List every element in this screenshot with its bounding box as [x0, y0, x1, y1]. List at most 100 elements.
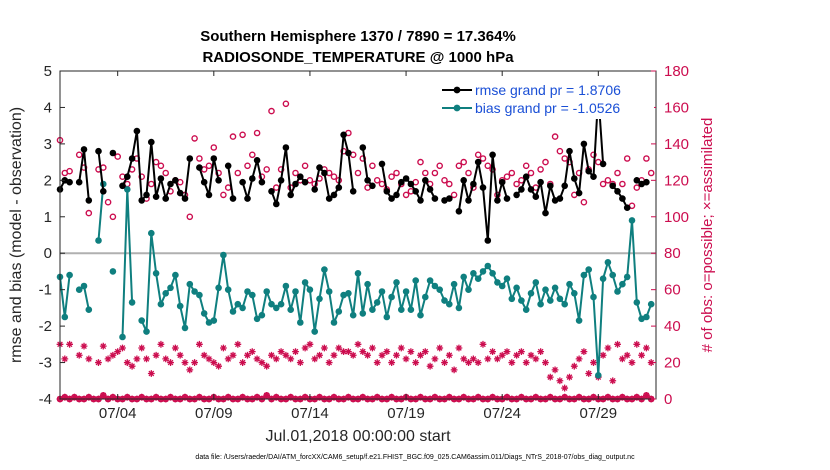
rmse-point	[547, 182, 554, 190]
bias-point	[258, 311, 266, 319]
bias-point	[124, 186, 131, 193]
y-right-tick-label: 160	[664, 99, 689, 116]
obs-possible-marker	[234, 169, 242, 177]
obs-assimilated-marker	[277, 348, 285, 356]
rmse-point	[273, 200, 280, 208]
obs-possible-marker	[104, 198, 112, 206]
obs-possible-marker	[441, 176, 448, 184]
bias-point	[393, 279, 400, 286]
obs-possible-marker	[455, 162, 463, 170]
obs-assimilated-zero-marker	[618, 393, 626, 401]
x-tick-label: 07/24	[483, 405, 521, 422]
y-tick-label: 5	[44, 63, 52, 80]
bias-point	[61, 313, 69, 321]
bias-point	[470, 270, 477, 277]
bias-point	[191, 288, 198, 295]
obs-assimilated-marker	[474, 359, 482, 366]
bias-point	[263, 288, 271, 295]
obs-assimilated-marker	[210, 359, 218, 366]
rmse-point	[571, 175, 578, 182]
bias-point	[316, 295, 323, 303]
obs-assimilated-marker	[484, 355, 492, 363]
obs-assimilated-marker	[109, 351, 117, 359]
obs-assimilated-zero-marker	[330, 393, 338, 401]
rmse-point	[585, 167, 592, 175]
rmse-point	[244, 195, 251, 202]
rmse-point	[407, 180, 415, 188]
obs-assimilated-zero-marker	[138, 393, 146, 401]
bias-point	[484, 262, 492, 270]
rmse-point	[349, 188, 357, 195]
obs-assimilated-marker	[248, 348, 256, 356]
obs-possible-marker	[436, 162, 444, 170]
y-axis-right: 0 20 40 60 80 100 120 140 160 180	[651, 63, 689, 408]
obs-assimilated-marker	[402, 355, 410, 363]
obs-possible-marker	[393, 169, 400, 177]
obs-assimilated-zero-marker	[518, 393, 525, 401]
obs-assimilated-marker	[128, 362, 136, 370]
legend-marker-bias	[453, 104, 461, 112]
obs-assimilated-zero-marker	[109, 393, 117, 401]
obs-assimilated-marker	[623, 351, 631, 359]
bias-point	[431, 282, 439, 290]
obs-possible-marker	[527, 169, 535, 177]
obs-assimilated-marker	[215, 362, 223, 370]
bias-point	[402, 288, 410, 295]
obs-assimilated-zero-marker	[61, 393, 69, 401]
legend-marker-rmse	[453, 86, 461, 94]
obs-possible-marker	[191, 135, 198, 142]
bias-point	[441, 297, 448, 304]
obs-possible-marker	[513, 180, 520, 188]
obs-assimilated-marker	[618, 355, 626, 363]
rmse-point	[196, 164, 203, 171]
obs-assimilated-zero-marker	[532, 393, 540, 401]
y-tick-label: -4	[39, 391, 52, 408]
rmse-point	[133, 127, 141, 135]
bias-point	[311, 328, 319, 335]
bias-point	[426, 277, 434, 284]
bias-point	[388, 293, 395, 301]
obs-assimilated-zero-marker	[85, 393, 93, 401]
bias-point	[417, 311, 424, 319]
obs-assimilated-marker	[479, 340, 487, 348]
bias-point	[551, 284, 559, 292]
bias-point	[119, 333, 126, 341]
rmse-point	[431, 195, 439, 202]
bias-point	[561, 300, 568, 308]
y-right-tick-label: 100	[664, 209, 689, 226]
x-axis-label: Jul.01,2018 00:00:00 start	[265, 428, 451, 445]
obs-assimilated-marker	[628, 359, 636, 366]
obs-assimilated-marker	[436, 344, 444, 352]
bias-point	[301, 279, 309, 286]
bias-point	[503, 275, 511, 283]
obs-assimilated-zero-marker	[71, 393, 78, 401]
x-tick-label: 07/29	[580, 405, 618, 422]
legend-label-bias: bias grand pr = -1.0526	[475, 100, 620, 116]
obs-assimilated-zero-marker	[224, 393, 232, 401]
rmse-line-segment	[227, 165, 234, 199]
rmse-point	[566, 147, 573, 155]
obs-assimilated-marker	[114, 348, 122, 356]
obs-possible-marker	[522, 162, 530, 170]
obs-assimilated-marker	[104, 355, 112, 363]
obs-assimilated-marker	[378, 351, 386, 359]
rmse-point	[489, 151, 496, 159]
rmse-point	[398, 178, 405, 186]
obs-assimilated-marker	[119, 344, 126, 352]
obs-assimilated-zero-marker	[181, 393, 189, 401]
bias-point	[152, 270, 160, 277]
bias-point	[220, 251, 227, 259]
obs-assimilated-marker	[282, 351, 290, 359]
chart-title: Southern Hemisphere 1370 / 7890 = 17.364…	[200, 28, 516, 45]
rmse-point	[412, 188, 420, 195]
obs-possible-marker	[421, 169, 429, 177]
obs-possible-marker	[114, 153, 121, 160]
y-right-tick-label: 20	[664, 355, 681, 372]
bias-point	[244, 288, 251, 295]
rmse-point	[474, 158, 482, 166]
obs-possible-marker	[633, 184, 641, 191]
obs-assimilated-marker	[551, 366, 559, 374]
obs-assimilated-marker	[527, 351, 535, 359]
data-file-footnote: data file: /Users/raeder/DAI/ATM_forcXX/…	[195, 454, 635, 461]
obs-assimilated-zero-marker	[445, 393, 453, 401]
